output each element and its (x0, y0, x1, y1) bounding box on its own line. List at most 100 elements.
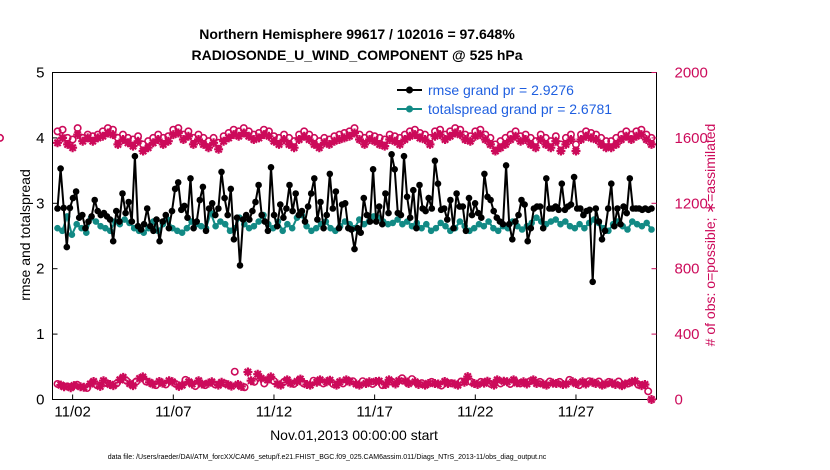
obs-low-assimilated-marker (381, 380, 391, 389)
y-left-tick-label: 2 (36, 261, 44, 278)
obs-assimilated-marker (606, 143, 616, 153)
y-left-tick-label: 4 (36, 130, 44, 147)
obs-assimilated-marker (68, 143, 78, 153)
obs-low-assimilated-marker (128, 381, 138, 391)
rmse-marker (410, 186, 417, 194)
obs-low-assimilated-marker (610, 380, 620, 389)
rmse-marker (617, 220, 624, 228)
obs-assimilated-marker (551, 136, 561, 146)
obs-low-assimilated-marker (640, 380, 650, 389)
rmse-marker (273, 222, 281, 230)
y-left-tick-label: 5 (36, 65, 44, 82)
obs-low-assimilated-marker (482, 376, 492, 386)
obs-low-assimilated-marker (453, 380, 463, 390)
obs-assimilated-marker (304, 135, 314, 144)
rmse-marker (54, 205, 61, 212)
rmse-marker (375, 203, 383, 210)
obs-assimilated-marker (360, 139, 370, 149)
obs-assimilated-marker (465, 136, 475, 146)
rmse-marker (277, 201, 284, 208)
rmse-marker (317, 198, 324, 206)
totalspread-marker (212, 222, 219, 230)
rmse-marker (471, 200, 479, 207)
obs-assimilated-marker (490, 146, 500, 156)
rmse-marker (465, 194, 473, 202)
rmse-marker (332, 188, 340, 195)
rmse-marker (106, 216, 114, 223)
rmse-marker (215, 205, 222, 212)
obs-low-assimilated-marker (459, 377, 469, 387)
obs-possible-marker (58, 125, 67, 134)
rmse-marker (490, 207, 498, 215)
totalspread-marker (92, 218, 100, 225)
obs-low-assimilated-marker (420, 380, 430, 390)
obs-assimilated-marker (209, 138, 219, 148)
obs-low-assimilated-marker (463, 372, 473, 382)
obs-low-assimilated-marker (522, 379, 532, 389)
obs-low-assimilated-marker (256, 373, 266, 383)
rmse-marker (586, 206, 593, 214)
totalspread-marker (581, 224, 588, 232)
rmse-marker (623, 209, 630, 217)
rmse-marker (425, 194, 433, 202)
rmse-marker (577, 205, 584, 212)
obs-low-assimilated-marker (135, 374, 145, 384)
obs-assimilated-marker (269, 136, 279, 146)
x-axis-label: Nov.01,2013 00:00:00 start (270, 427, 438, 443)
rmse-marker (72, 188, 80, 195)
rmse-marker (270, 211, 278, 219)
rmse-marker (462, 227, 470, 235)
totalspread-marker (288, 224, 296, 232)
obs-low-assimilated-marker (325, 375, 335, 385)
rmse-marker (598, 236, 606, 243)
y-right-tick-label: 800 (675, 261, 700, 278)
rmse-marker (536, 203, 544, 210)
totalspread-marker (389, 219, 397, 227)
obs-low-assimilated-marker (56, 380, 66, 390)
rmse-marker (116, 218, 123, 225)
obs-assimilated-marker (516, 136, 526, 146)
obs-low-assimilated-marker (587, 377, 597, 387)
totalspread-marker (423, 220, 430, 228)
rmse-marker (205, 205, 213, 212)
rmse-marker (137, 226, 145, 233)
rmse-marker (181, 202, 188, 210)
obs-low-assimilated-marker (95, 381, 105, 391)
obs-assimilated-marker (350, 128, 359, 138)
obs-assimilated-marker (229, 130, 239, 140)
obs-low-assimilated-marker (391, 379, 400, 389)
totalspread-marker (552, 216, 559, 223)
totalspread-marker (121, 216, 128, 223)
obs-assimilated-marker (641, 135, 651, 144)
obs-low-assimilated-marker (332, 380, 341, 390)
obs-assimilated-marker (289, 143, 299, 153)
obs-count-series (0, 125, 656, 404)
rmse-marker (499, 220, 507, 228)
obs-assimilated-marker (601, 143, 611, 153)
obs-assimilated-marker (440, 135, 450, 144)
obs-assimilated-marker (647, 139, 656, 149)
rmse-marker (360, 194, 368, 202)
obs-assimilated-marker (511, 131, 521, 141)
obs-assimilated-marker (78, 136, 88, 146)
totalspread-marker (470, 224, 478, 232)
rmse-marker (416, 181, 423, 189)
obs-assimilated-marker (143, 143, 153, 153)
obs-low-assimilated-marker (617, 381, 627, 391)
obs-low-assimilated-marker (354, 380, 364, 390)
totalspread-marker (250, 222, 258, 230)
obs-assimilated-marker (450, 128, 460, 138)
totalspread-marker (437, 219, 445, 227)
obs-low-assimilated-marker (194, 376, 204, 386)
rmse-marker (233, 214, 241, 221)
obs-assimilated-marker (138, 146, 148, 156)
rmse-marker (515, 211, 522, 219)
rmse-marker (69, 194, 77, 202)
rmse-marker (184, 214, 191, 221)
rmse-marker (314, 216, 321, 223)
totalspread-marker (456, 218, 464, 225)
obs-assimilated-marker (163, 136, 173, 146)
obs-assimilated-marker (475, 130, 485, 140)
rmse-marker (159, 218, 166, 225)
